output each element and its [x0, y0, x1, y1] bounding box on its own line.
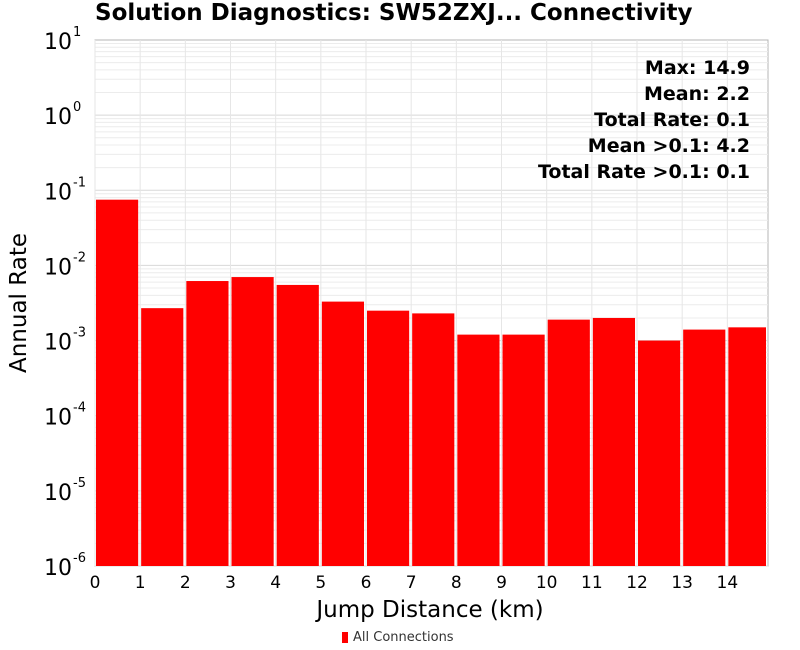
x-tick-label: 4	[270, 573, 281, 593]
x-tick-label: 0	[90, 573, 101, 593]
x-tick-label: 8	[451, 573, 462, 593]
stat-annotation: Max: 14.9	[645, 57, 750, 79]
x-tick-label: 1	[135, 573, 146, 593]
y-tick-label: 10	[44, 406, 72, 431]
legend: All Connections	[342, 630, 454, 645]
x-tick-labels: 0 1 2 3 4 5 6 7 8 9 10 11 12 13 14	[90, 573, 739, 593]
y-tick-label: 10	[44, 481, 72, 506]
stat-annotation: Total Rate >0.1: 0.1	[538, 161, 750, 183]
x-tick-label: 9	[496, 573, 507, 593]
x-tick-label: 14	[717, 573, 739, 593]
bar	[276, 284, 319, 566]
stat-annotation: Total Rate: 0.1	[594, 109, 750, 131]
y-tick-exponent: -4	[73, 401, 86, 416]
bar	[231, 277, 274, 566]
chart-title: Solution Diagnostics: SW52ZXJ... Connect…	[95, 0, 693, 26]
y-tick-exponent: -5	[73, 476, 86, 491]
stat-annotation: Mean: 2.2	[644, 83, 750, 105]
bar	[96, 199, 139, 567]
annotations: Max: 14.9 Mean: 2.2 Total Rate: 0.1 Mean >0…	[538, 57, 750, 183]
bar	[728, 327, 766, 566]
y-tick-label: 10	[44, 30, 72, 55]
x-tick-label: 7	[406, 573, 417, 593]
x-axis-label: Jump Distance (km)	[314, 597, 543, 623]
bar	[412, 313, 455, 566]
bar	[457, 334, 500, 566]
bar	[367, 310, 410, 566]
bar	[321, 301, 365, 566]
y-tick-label: 10	[44, 180, 72, 205]
y-tick-exponent: -2	[73, 250, 86, 265]
legend-label: All Connections	[353, 630, 454, 645]
bars	[96, 199, 766, 567]
y-axis-label: Annual Rate	[6, 233, 32, 373]
y-tick-exponent: -6	[73, 551, 86, 566]
x-tick-label: 10	[536, 573, 558, 593]
bar	[186, 281, 229, 566]
y-tick-exponent: -3	[73, 326, 86, 341]
x-tick-label: 6	[361, 573, 372, 593]
y-tick-label: 10	[44, 255, 72, 280]
x-tick-label: 3	[225, 573, 236, 593]
bar	[502, 334, 545, 566]
y-tick-label: 10	[44, 556, 72, 581]
y-tick-exponent: 1	[73, 25, 81, 40]
y-tick-exponent: 0	[73, 100, 81, 115]
x-tick-label: 11	[581, 573, 603, 593]
y-tick-label: 10	[44, 331, 72, 356]
y-tick-label: 10	[44, 105, 72, 130]
x-tick-label: 13	[671, 573, 693, 593]
y-tick-exponent: -1	[73, 175, 86, 190]
legend-swatch	[342, 632, 348, 643]
bar	[141, 308, 184, 566]
x-tick-label: 5	[315, 573, 326, 593]
bar	[547, 319, 590, 566]
stat-annotation: Mean >0.1: 4.2	[588, 135, 750, 157]
bar	[592, 317, 636, 566]
x-tick-label: 12	[626, 573, 648, 593]
x-tick-label: 2	[180, 573, 191, 593]
bar	[638, 340, 681, 566]
bar	[683, 329, 726, 566]
